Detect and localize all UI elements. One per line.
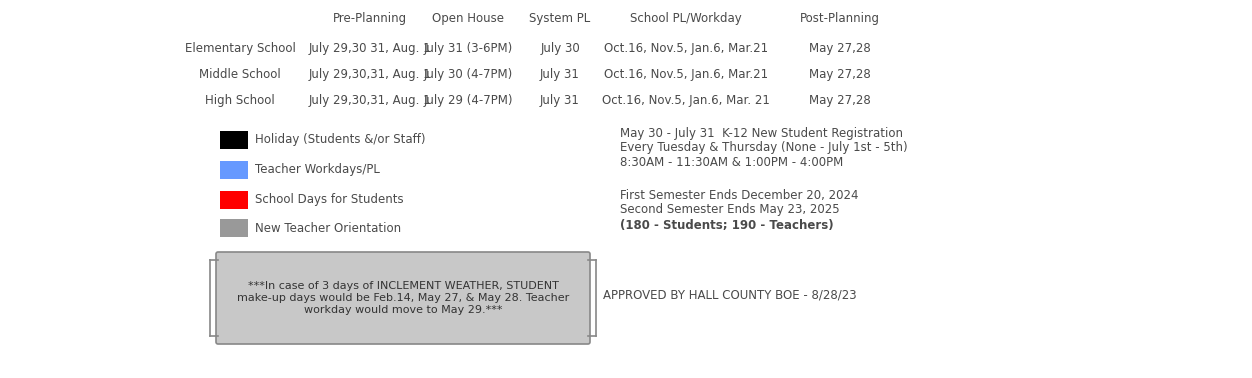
Text: School Days for Students: School Days for Students <box>255 194 403 206</box>
Text: July 31: July 31 <box>540 68 580 81</box>
Text: APPROVED BY HALL COUNTY BOE - 8/28/23: APPROVED BY HALL COUNTY BOE - 8/28/23 <box>603 288 856 302</box>
Text: July 29,30,31, Aug. 1: July 29,30,31, Aug. 1 <box>309 94 431 107</box>
Text: May 30 - July 31  K-12 New Student Registration: May 30 - July 31 K-12 New Student Regist… <box>620 127 903 139</box>
Text: New Teacher Orientation: New Teacher Orientation <box>255 222 401 234</box>
Bar <box>220 219 248 237</box>
Text: May 27,28: May 27,28 <box>809 94 871 107</box>
Text: Post-Planning: Post-Planning <box>800 12 880 25</box>
Text: ***In case of 3 days of INCLEMENT WEATHER, STUDENT
make-up days would be Feb.14,: ***In case of 3 days of INCLEMENT WEATHE… <box>237 281 570 314</box>
Text: 8:30AM - 11:30AM & 1:00PM - 4:00PM: 8:30AM - 11:30AM & 1:00PM - 4:00PM <box>620 156 844 169</box>
Text: High School: High School <box>205 94 275 107</box>
Text: Open House: Open House <box>432 12 505 25</box>
Text: School PL/Workday: School PL/Workday <box>630 12 742 25</box>
Bar <box>220 191 248 209</box>
Text: May 27,28: May 27,28 <box>809 42 871 55</box>
Text: Teacher Workdays/PL: Teacher Workdays/PL <box>255 164 379 177</box>
Text: Holiday (Students &/or Staff): Holiday (Students &/or Staff) <box>255 133 426 147</box>
Text: July 30: July 30 <box>540 42 580 55</box>
Bar <box>220 131 248 149</box>
Text: Second Semester Ends May 23, 2025: Second Semester Ends May 23, 2025 <box>620 203 840 217</box>
Text: Elementary School: Elementary School <box>184 42 295 55</box>
Bar <box>220 161 248 179</box>
Text: July 31: July 31 <box>540 94 580 107</box>
Text: July 31 (3-6PM): July 31 (3-6PM) <box>423 42 512 55</box>
FancyBboxPatch shape <box>217 252 590 344</box>
Text: May 27,28: May 27,28 <box>809 68 871 81</box>
Text: System PL: System PL <box>530 12 591 25</box>
Text: Middle School: Middle School <box>199 68 280 81</box>
Text: Oct.16, Nov.5, Jan.6, Mar.21: Oct.16, Nov.5, Jan.6, Mar.21 <box>603 42 767 55</box>
Text: Oct.16, Nov.5, Jan.6, Mar.21: Oct.16, Nov.5, Jan.6, Mar.21 <box>603 68 767 81</box>
Text: July 29,30 31, Aug. 1: July 29,30 31, Aug. 1 <box>309 42 431 55</box>
Text: July 29 (4-7PM): July 29 (4-7PM) <box>423 94 513 107</box>
Text: July 30 (4-7PM): July 30 (4-7PM) <box>423 68 512 81</box>
Text: First Semester Ends December 20, 2024: First Semester Ends December 20, 2024 <box>620 189 859 201</box>
Text: Every Tuesday & Thursday (None - July 1st - 5th): Every Tuesday & Thursday (None - July 1s… <box>620 141 908 155</box>
Text: July 29,30,31, Aug. 1: July 29,30,31, Aug. 1 <box>309 68 431 81</box>
Text: Oct.16, Nov.5, Jan.6, Mar. 21: Oct.16, Nov.5, Jan.6, Mar. 21 <box>602 94 770 107</box>
Text: (180 - Students; 190 - Teachers): (180 - Students; 190 - Teachers) <box>620 220 834 232</box>
Text: Pre-Planning: Pre-Planning <box>333 12 407 25</box>
